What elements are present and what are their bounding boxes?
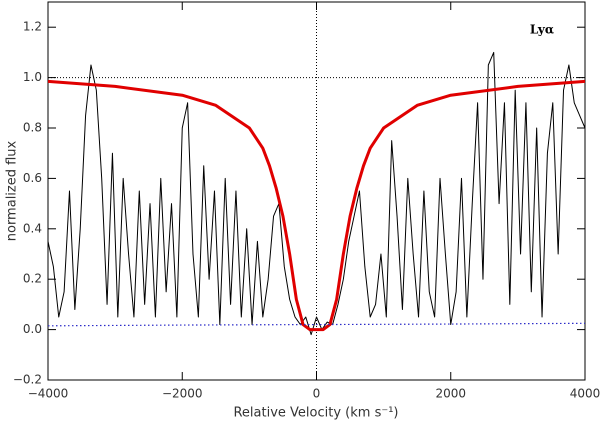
- y-tick-label: 1.0: [23, 70, 42, 84]
- y-tick-label: −0.2: [13, 373, 42, 387]
- y-tick-label: 1.2: [23, 20, 42, 34]
- x-tick-label: −4000: [28, 387, 69, 401]
- y-axis-label: normalized flux: [5, 140, 20, 241]
- y-tick-label: 0.8: [23, 121, 42, 135]
- x-tick-label: 4000: [570, 387, 600, 401]
- x-tick-label: 2000: [435, 387, 466, 401]
- x-axis-label: Relative Velocity (km s⁻¹): [233, 406, 398, 421]
- y-tick-label: 0.2: [23, 272, 42, 286]
- data-line: [47, 51, 586, 336]
- annotation: Lyα: [530, 23, 554, 37]
- data-line: [47, 79, 586, 332]
- y-tick-label: 0.4: [23, 221, 42, 235]
- y-tick-label: 0.6: [23, 171, 42, 185]
- data-line: [47, 322, 586, 327]
- y-tick-label: 0.0: [23, 322, 42, 336]
- x-tick-label: 0: [313, 387, 321, 401]
- x-tick-label: −2000: [162, 387, 203, 401]
